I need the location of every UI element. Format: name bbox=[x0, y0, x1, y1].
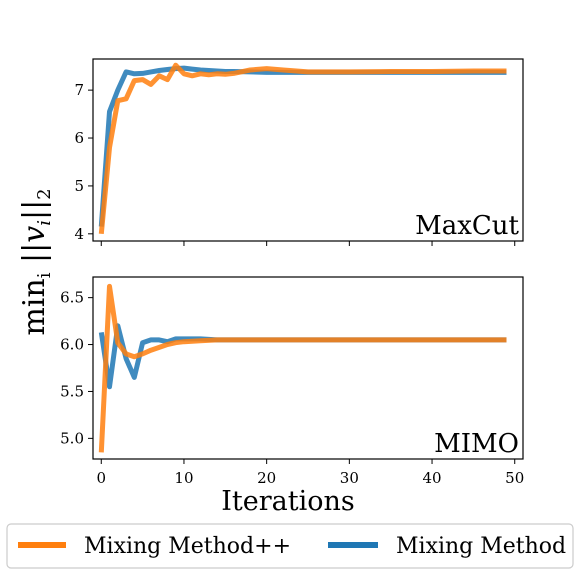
y-tick-label: 7 bbox=[74, 81, 84, 99]
series-line-mixing-method bbox=[98, 65, 507, 227]
shared-y-axis-label: mini ||vi||2 bbox=[17, 188, 55, 335]
x-tick-label: 10 bbox=[174, 469, 193, 487]
plot-frame bbox=[92, 58, 524, 242]
series-line-mixing-method bbox=[98, 323, 507, 390]
x-tick-label: 20 bbox=[257, 469, 276, 487]
legend-label-mixing-method-plus: Mixing Method++ bbox=[84, 534, 291, 559]
series-line-mixing-method-plus-plus bbox=[98, 62, 507, 235]
y-tick-label: 4 bbox=[74, 225, 84, 243]
y-tick-label: 6.0 bbox=[60, 336, 84, 354]
legend: Mixing Method++ Mixing Method bbox=[6, 523, 574, 569]
y-tick-label: 6.5 bbox=[60, 289, 84, 307]
y-tick-label: 6 bbox=[74, 129, 84, 147]
x-axis-label: Iterations bbox=[221, 486, 354, 517]
panel-label: MaxCut bbox=[415, 211, 519, 241]
legend-frame bbox=[6, 523, 574, 569]
y-tick-label: 5 bbox=[74, 177, 84, 195]
x-tick-label: 0 bbox=[96, 469, 106, 487]
x-tick-label: 40 bbox=[422, 469, 441, 487]
legend-label-mixing-method: Mixing Method bbox=[396, 534, 566, 559]
plot-frame bbox=[92, 276, 524, 460]
x-tick-label: 30 bbox=[340, 469, 359, 487]
x-tick-label: 50 bbox=[505, 469, 524, 487]
maxcut-panel: 4 5 6 7 MaxCut bbox=[74, 58, 524, 246]
y-tick-label: 5.0 bbox=[60, 429, 84, 447]
series-line-mixing-method-plus-plus bbox=[98, 283, 507, 453]
y-tick-label: 5.5 bbox=[60, 382, 84, 400]
panel-label: MIMO bbox=[434, 429, 519, 459]
mimo-panel: 0 10 20 30 40 50 5.0 5.5 6.0 6.5 MIMO bbox=[60, 276, 524, 487]
